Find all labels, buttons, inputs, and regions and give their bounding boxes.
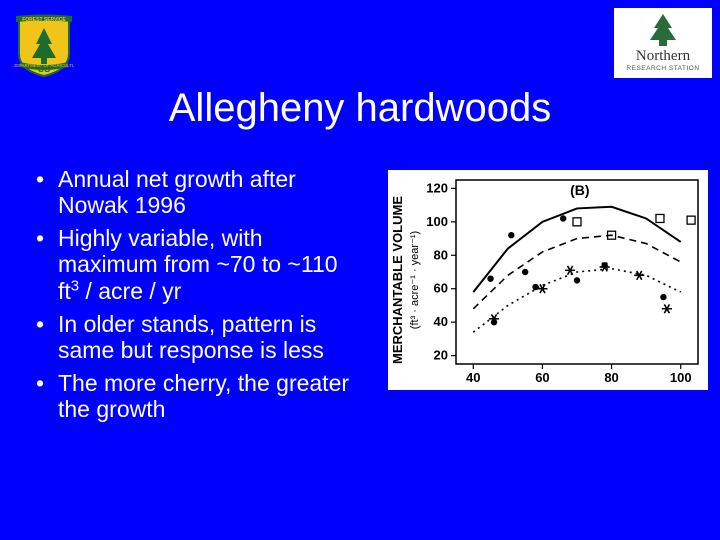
svg-text:(ft³ · acre⁻¹ · year⁻¹): (ft³ · acre⁻¹ · year⁻¹) (409, 231, 421, 329)
slide-title: Allegheny hardwoods (0, 86, 720, 131)
bullet-item: Highly variable, with maximum from ~70 t… (36, 225, 364, 305)
northern-research-station-logo: Northern RESEARCH STATION (614, 8, 712, 78)
svg-text:100: 100 (426, 214, 448, 229)
svg-text:20: 20 (434, 348, 448, 363)
bullet-item: Annual net growth after Nowak 1996 (36, 166, 364, 219)
svg-text:MERCHANTABLE VOLUME: MERCHANTABLE VOLUME (390, 196, 405, 364)
svg-text:100: 100 (670, 370, 692, 385)
us-forest-service-logo: FOREST SERVICE US DEPARTMENT OF AGRICULT… (14, 14, 74, 78)
svg-text:60: 60 (535, 370, 549, 385)
svg-text:(B): (B) (570, 182, 589, 198)
svg-text:DEPARTMENT OF AGRICULTU: DEPARTMENT OF AGRICULTU (14, 63, 74, 68)
svg-text:RESEARCH STATION: RESEARCH STATION (626, 65, 699, 72)
svg-text:FOREST SERVICE: FOREST SERVICE (22, 17, 66, 23)
svg-text:Northern: Northern (636, 48, 691, 64)
bullet-item: The more cherry, the greater the growth (36, 370, 364, 423)
svg-text:60: 60 (434, 281, 448, 296)
svg-text:40: 40 (434, 314, 448, 329)
svg-text:40: 40 (466, 370, 480, 385)
svg-text:80: 80 (604, 370, 618, 385)
growth-chart: 20 40 60 80 100 120 40 60 80 100 MERCHANTABLE VOLU… (388, 170, 708, 390)
bullet-list: Annual net growth after Nowak 1996 Highl… (36, 166, 364, 429)
svg-text:80: 80 (434, 247, 448, 262)
bullet-text: Highly variable, with maximum from ~70 t… (58, 225, 338, 305)
bullet-item: In older stands, pattern is same but res… (36, 311, 364, 364)
svg-text:120: 120 (426, 180, 448, 195)
